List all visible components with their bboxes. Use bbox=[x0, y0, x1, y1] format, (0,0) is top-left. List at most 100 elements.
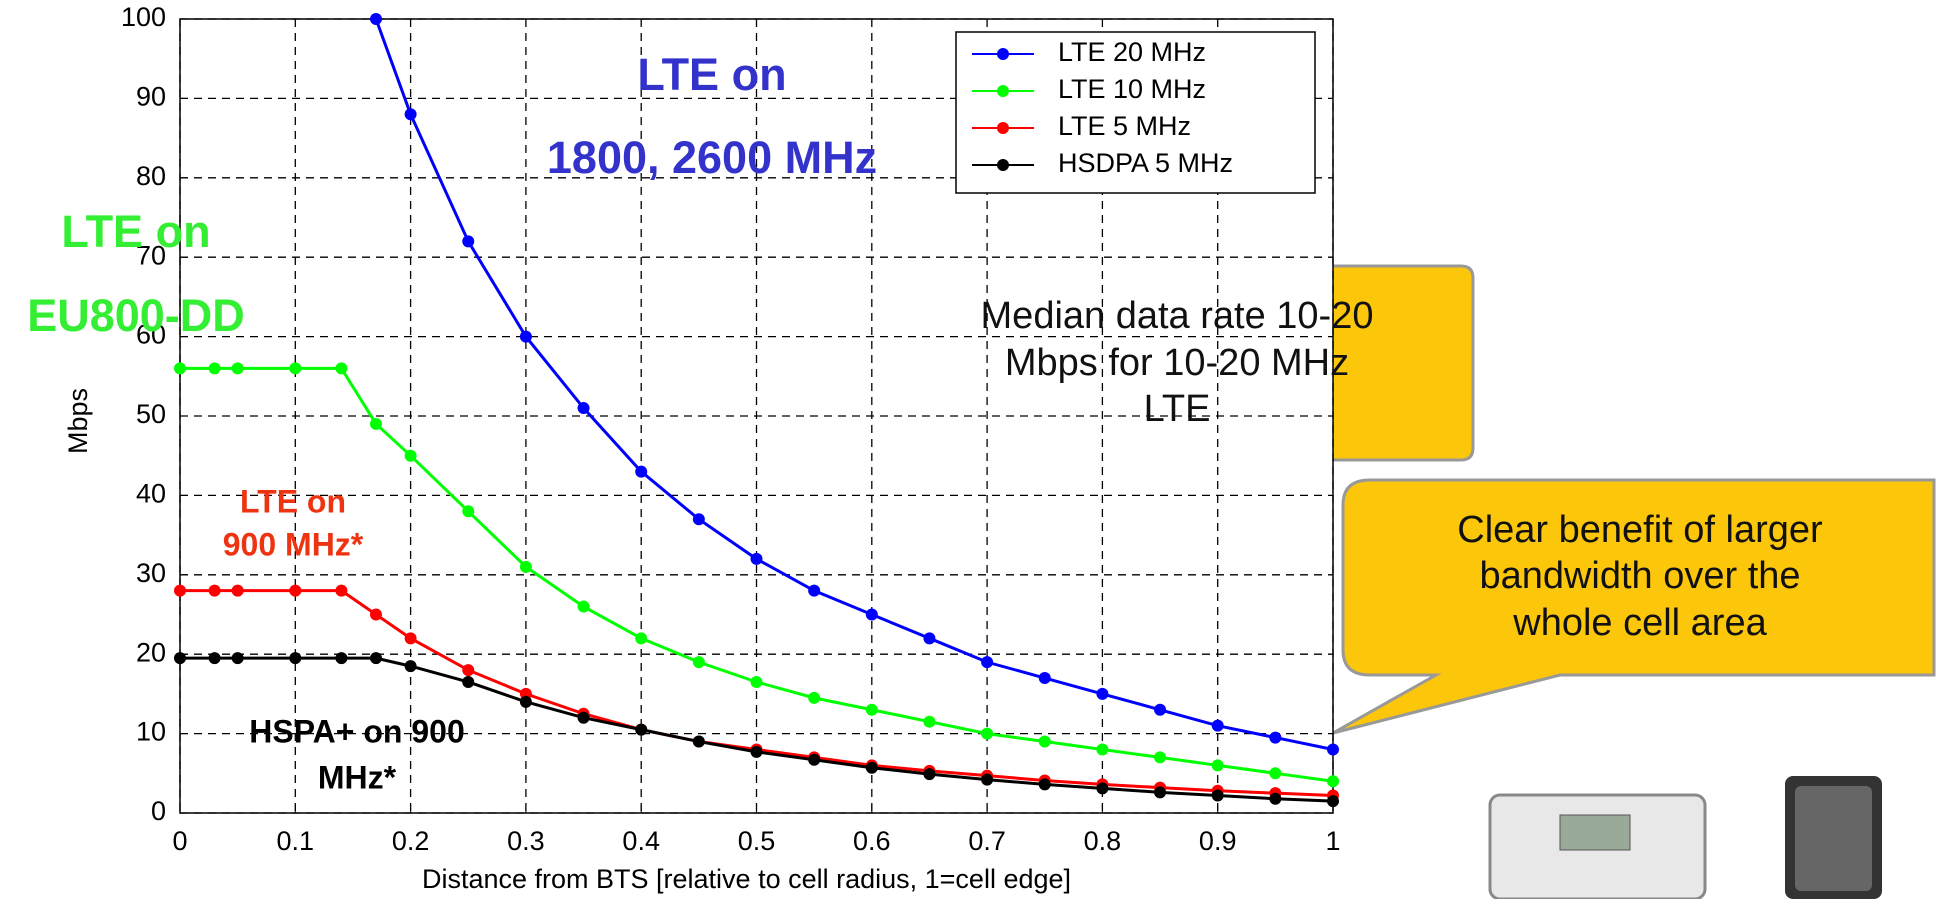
data-point bbox=[1327, 795, 1339, 808]
data-point bbox=[923, 715, 936, 728]
y-axis-label: Mbps bbox=[63, 388, 93, 454]
data-point bbox=[404, 632, 417, 645]
data-point bbox=[865, 761, 878, 774]
data-point bbox=[1038, 735, 1051, 748]
data-point bbox=[404, 108, 417, 121]
data-point bbox=[208, 652, 221, 665]
data-point bbox=[577, 600, 590, 613]
data-point bbox=[231, 584, 244, 597]
data-point bbox=[1211, 759, 1224, 772]
data-point bbox=[692, 513, 705, 526]
x-tick-label: 0.9 bbox=[1199, 826, 1237, 856]
data-point bbox=[577, 711, 590, 724]
y-tick-label: 80 bbox=[136, 161, 166, 191]
annotation: LTE on bbox=[61, 206, 210, 257]
y-tick-label: 10 bbox=[136, 717, 166, 747]
data-point bbox=[1211, 789, 1224, 802]
annotation: EU800-DD bbox=[27, 290, 245, 341]
data-point bbox=[923, 632, 936, 645]
data-point bbox=[404, 449, 417, 462]
annotation: 900 MHz* bbox=[223, 526, 364, 562]
data-point bbox=[519, 560, 532, 573]
data-point bbox=[1269, 767, 1282, 780]
data-point bbox=[462, 235, 475, 248]
annotation: LTE on bbox=[240, 483, 346, 519]
data-point bbox=[808, 753, 821, 766]
x-tick-label: 0 bbox=[172, 826, 187, 856]
data-point bbox=[692, 735, 705, 748]
y-tick-label: 20 bbox=[136, 637, 166, 667]
data-point bbox=[1269, 731, 1282, 744]
legend-label: HSDPA 5 MHz bbox=[1058, 148, 1233, 178]
annotation: 1800, 2600 MHz bbox=[547, 132, 877, 183]
data-point bbox=[370, 417, 383, 430]
callout-text: Clear benefit of larger bbox=[1457, 509, 1823, 551]
legend-marker bbox=[997, 48, 1009, 60]
annotation: LTE on bbox=[637, 49, 786, 100]
data-point bbox=[1327, 743, 1339, 756]
x-tick-label: 0.8 bbox=[1084, 826, 1122, 856]
data-point bbox=[1038, 672, 1051, 685]
data-point bbox=[1269, 792, 1282, 805]
x-axis-label: Distance from BTS [relative to cell radi… bbox=[422, 864, 1071, 894]
data-point bbox=[335, 652, 348, 665]
y-tick-label: 50 bbox=[136, 399, 166, 429]
data-point bbox=[519, 330, 532, 343]
device-screen bbox=[1559, 814, 1631, 851]
annotation: MHz* bbox=[318, 759, 397, 795]
data-point bbox=[1327, 775, 1339, 788]
data-point bbox=[462, 675, 475, 688]
callout-2 bbox=[1332, 478, 1936, 735]
data-point bbox=[370, 652, 383, 665]
legend-label: LTE 10 MHz bbox=[1058, 74, 1206, 104]
data-point bbox=[1038, 778, 1051, 791]
data-point bbox=[1096, 782, 1109, 795]
legend-label: LTE 5 MHz bbox=[1058, 111, 1191, 141]
data-point bbox=[1096, 743, 1109, 756]
x-tick-label: 0.4 bbox=[622, 826, 660, 856]
data-point bbox=[808, 584, 821, 597]
y-tick-label: 100 bbox=[121, 2, 166, 32]
data-point bbox=[462, 664, 475, 677]
data-point bbox=[981, 727, 994, 740]
data-point bbox=[370, 608, 383, 621]
y-tick-label: 40 bbox=[136, 479, 166, 509]
data-point bbox=[174, 652, 186, 665]
data-point bbox=[750, 675, 763, 688]
x-tick-label: 0.6 bbox=[853, 826, 891, 856]
data-point bbox=[289, 362, 302, 375]
data-point bbox=[289, 584, 302, 597]
data-point bbox=[577, 402, 590, 415]
data-point bbox=[981, 773, 994, 786]
data-point bbox=[1154, 786, 1167, 799]
data-point bbox=[370, 13, 383, 25]
data-point bbox=[1096, 687, 1109, 700]
legend-box bbox=[955, 31, 1316, 194]
data-point bbox=[462, 505, 475, 518]
devices bbox=[1488, 776, 1882, 899]
y-tick-label: 70 bbox=[136, 240, 166, 270]
data-point bbox=[1154, 703, 1167, 716]
callout-text: bandwidth over the bbox=[1479, 555, 1800, 597]
device-router-face bbox=[1795, 786, 1872, 891]
data-point bbox=[981, 656, 994, 669]
callout-text: whole cell area bbox=[1512, 602, 1767, 644]
data-point bbox=[335, 584, 348, 597]
legend-marker bbox=[997, 85, 1009, 97]
data-point bbox=[231, 362, 244, 375]
data-point bbox=[335, 362, 348, 375]
x-tick-label: 0.5 bbox=[738, 826, 776, 856]
data-point bbox=[750, 745, 763, 758]
x-tick-label: 0.2 bbox=[392, 826, 430, 856]
legend-marker bbox=[997, 159, 1009, 171]
data-point bbox=[635, 723, 648, 736]
data-point bbox=[174, 362, 186, 375]
x-tick-label: 0.3 bbox=[507, 826, 545, 856]
data-point bbox=[289, 652, 302, 665]
annotation: HSPA+ on 900 bbox=[249, 713, 464, 749]
data-point bbox=[923, 768, 936, 781]
data-point bbox=[208, 362, 221, 375]
data-point bbox=[808, 691, 821, 704]
